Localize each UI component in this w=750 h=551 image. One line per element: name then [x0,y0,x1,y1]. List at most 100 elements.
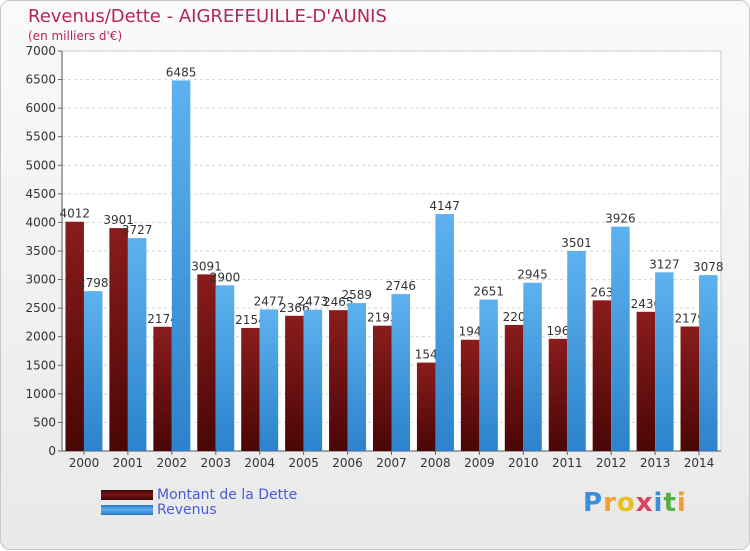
y-tick-label: 4000 [25,215,56,229]
data-label-dette: 263 [590,285,613,299]
y-tick-label: 4500 [25,187,56,201]
logo-letter: i [676,488,687,518]
legend-label-dette: Montant de la Dette [157,487,298,503]
bar-revenus [83,291,103,451]
data-label-dette: 3091 [191,259,222,273]
y-tick-label: 1000 [25,387,56,401]
x-tick-label: 2000 [69,456,100,470]
data-label-dette: 2366 [279,301,310,315]
x-tick-label: 2012 [596,456,627,470]
bar-revenus [391,294,410,451]
logo-letter: x [635,488,654,518]
x-tick-label: 2005 [288,456,319,470]
bar-revenus [347,303,367,451]
bar-dette [285,315,304,451]
data-label-dette: 2174 [147,312,178,326]
y-tick-label: 7000 [25,44,56,58]
data-label-dette: 154 [415,348,438,362]
y-tick-label: 3500 [25,244,56,258]
x-tick-label: 2006 [332,456,363,470]
bar-dette [241,327,260,451]
y-tick-label: 6500 [25,73,56,87]
y-tick-label: 500 [33,415,56,429]
bar-revenus [479,299,498,451]
x-tick-label: 2009 [464,456,495,470]
bar-revenus [259,309,279,451]
data-label-revenus: 2798 [78,276,109,290]
logo-letter: P [583,488,604,518]
data-label-dette: 3901 [103,213,134,227]
data-label-dette: 220 [503,310,526,324]
y-tick-label: 1500 [25,358,56,372]
bar-revenus [435,214,454,451]
y-tick-label: 5500 [25,130,56,144]
bar-dette [153,326,172,451]
bar-dette [416,362,436,451]
data-label-dette: 2436 [631,297,662,311]
bar-dette [109,228,128,451]
bar-dette [680,326,700,451]
x-tick-label: 2004 [244,456,275,470]
bar-revenus [171,80,191,451]
data-label-revenus: 4147 [429,199,460,213]
data-label-revenus: 3078 [693,260,724,274]
data-label-dette: 196 [547,324,570,338]
data-label-revenus: 2900 [210,270,241,284]
y-tick-label: 0 [48,444,56,458]
data-label-revenus: 3926 [605,212,636,226]
bar-revenus [699,275,718,451]
bar-revenus [127,238,147,451]
data-label-dette: 2179 [675,311,706,325]
legend-swatch-revenus [101,505,153,515]
bar-revenus [215,285,235,451]
data-label-revenus: 2945 [517,268,548,282]
x-tick-label: 2008 [420,456,451,470]
y-tick-label: 2000 [25,330,56,344]
legend-label-revenus: Revenus [157,502,217,518]
y-tick-label: 2500 [25,301,56,315]
bar-dette [65,221,84,451]
bar-dette [548,338,568,451]
data-label-dette: 2154 [235,313,266,327]
bar-dette [373,325,392,451]
x-tick-label: 2001 [113,456,144,470]
bar-revenus [567,250,586,451]
y-tick-label: 6000 [25,101,56,115]
data-label-revenus: 3127 [649,257,680,271]
x-tick-label: 2007 [376,456,407,470]
bar-dette [329,310,348,451]
chart-subtitle: (en milliers d'€) [28,29,123,43]
bar-revenus [611,226,630,451]
y-tick-label: 3000 [25,273,56,287]
bar-dette [636,311,656,451]
data-label-revenus: 2477 [254,294,285,308]
data-label-dette: 2465 [323,295,354,309]
legend-swatch-dette [101,490,153,500]
logo-letter: t [663,488,677,518]
logo-letter: r [603,488,617,518]
x-tick-label: 2011 [552,456,583,470]
bar-revenus [655,272,674,451]
logo-letter: i [653,488,664,518]
data-label-revenus: 2651 [473,285,504,299]
bar-dette [592,300,612,451]
x-tick-label: 2010 [508,456,539,470]
data-label-revenus: 2589 [342,288,373,302]
data-label-revenus: 3727 [122,223,153,237]
data-label-revenus: 6485 [166,65,197,79]
x-tick-label: 2013 [640,456,671,470]
bar-dette [504,324,524,451]
data-label-dette: 2193 [367,311,398,325]
data-label-revenus: 2473 [298,295,329,309]
x-tick-label: 2014 [684,456,715,470]
data-label-dette: 194 [459,325,482,339]
x-tick-label: 2002 [157,456,188,470]
chart-title: Revenus/Dette - AIGREFEUILLE-D'AUNIS [28,6,387,27]
logo-letter: o [616,488,636,518]
data-label-revenus: 2746 [385,279,416,293]
bar-revenus [523,282,542,451]
bar-revenus [303,309,323,451]
x-tick-label: 2003 [200,456,231,470]
